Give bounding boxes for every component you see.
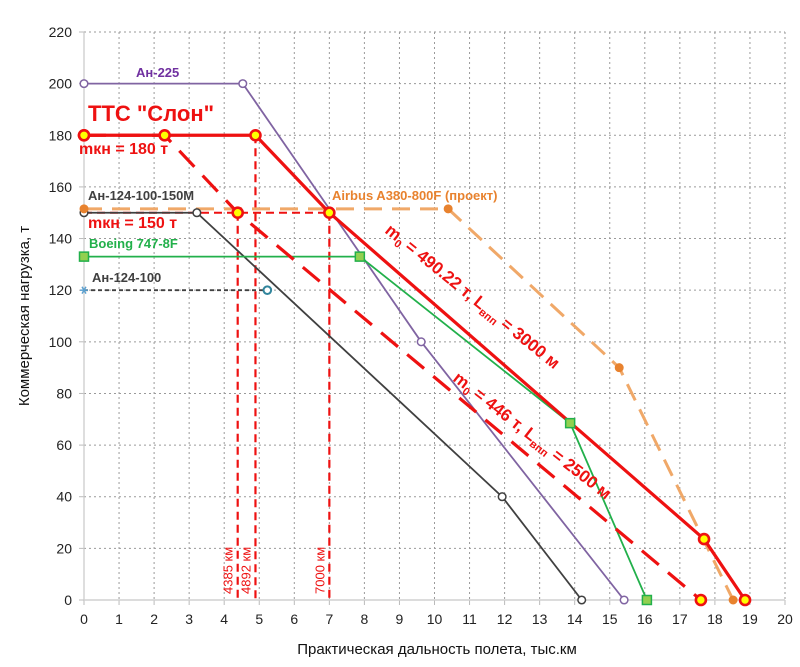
series-label-an225: Ан-225: [136, 65, 179, 80]
label-m0-490: m0 = 490.22 т, Lвпп = 3000 м: [380, 220, 564, 375]
data-point: [262, 285, 273, 295]
reference-label: 4385 км: [221, 547, 236, 594]
x-tick-label: 20: [777, 611, 793, 627]
data-point: [443, 204, 453, 214]
x-tick-label: 11: [462, 611, 477, 627]
y-tick-label: 200: [49, 76, 73, 92]
y-tick-label: 20: [56, 540, 72, 556]
x-tick-label: 1: [115, 611, 123, 627]
series-label-boeing: Boeing 747-8F: [89, 236, 178, 251]
x-tick-label: 12: [497, 611, 513, 627]
data-point: [231, 206, 244, 220]
series-line-3: [84, 255, 648, 601]
x-tick-label: 19: [742, 611, 758, 627]
x-tick-label: 6: [290, 611, 298, 627]
x-tick-label: 5: [255, 611, 263, 627]
data-point: [738, 593, 752, 607]
data-point: [354, 251, 366, 262]
data-point: [79, 79, 89, 89]
series-label-tts: ТТС "Слон": [88, 101, 214, 126]
y-tick-label: 180: [49, 127, 73, 143]
series-line-6: [84, 133, 702, 602]
series-label-airbus: Airbus A380-800F (проект): [332, 188, 497, 203]
x-tick-label: 14: [567, 611, 583, 627]
data-point: [697, 532, 711, 546]
asterisk-marker: [80, 286, 88, 294]
data-point: [77, 128, 91, 142]
data-point: [158, 128, 171, 142]
y-tick-label: 60: [56, 437, 72, 453]
x-tick-label: 4: [220, 611, 228, 627]
data-point: [323, 206, 336, 220]
mkn-150: mкн = 150 т: [88, 215, 177, 232]
y-tick-label: 140: [49, 231, 73, 247]
x-tick-label: 7: [325, 611, 333, 627]
data-point: [619, 595, 629, 605]
x-tick-label: 2: [150, 611, 158, 627]
data-point: [694, 593, 708, 607]
y-tick-label: 160: [49, 179, 73, 195]
x-tick-label: 3: [185, 611, 193, 627]
x-tick-label: 9: [396, 611, 404, 627]
series-label-an124-150m: Ан-124-100-150М: [88, 188, 194, 203]
axes: 0 1 2 3 4 5 6 7 8 9 10 11 12 13 14 15 16 17 18 19 2002040608…: [49, 24, 793, 627]
reference-label: 7000 км: [312, 547, 327, 594]
series-line-5: [84, 133, 747, 601]
x-tick-label: 17: [672, 611, 688, 627]
y-tick-label: 100: [49, 334, 73, 350]
y-tick-label: 0: [64, 592, 72, 608]
reference-label: 4892 км: [238, 547, 253, 594]
data-point: [79, 204, 89, 214]
x-tick-label: 10: [427, 611, 443, 627]
data-point: [192, 208, 202, 218]
x-tick-label: 18: [707, 611, 723, 627]
series-line-4: [84, 207, 735, 601]
data-point: [728, 595, 738, 605]
data-point: [249, 128, 262, 142]
data-point: [577, 595, 587, 605]
data-point: [497, 492, 507, 502]
data-point: [614, 363, 624, 373]
x-tick-label: 15: [602, 611, 618, 627]
reference-lines: 4385 км 4892 км 7000 км: [84, 135, 331, 600]
x-tick-label: 16: [637, 611, 653, 627]
x-tick-label: 13: [532, 611, 548, 627]
data-point: [641, 594, 653, 606]
series-markers: [77, 79, 752, 607]
x-tick-label: 0: [80, 611, 88, 627]
mkn-180: mкн = 180 т: [79, 141, 168, 158]
slope-label-part: = 490.22 т, L: [398, 234, 490, 314]
series-label-an124-100: Ан-124-100: [92, 270, 161, 285]
y-tick-label: 220: [49, 24, 73, 40]
y-tick-label: 40: [56, 489, 72, 505]
data-point: [238, 79, 248, 89]
series-line-1: [84, 211, 583, 601]
y-tick-label: 120: [49, 282, 73, 298]
data-point: [564, 417, 576, 429]
x-tick-label: 8: [361, 611, 369, 627]
annotations: Ан-225 ТТС "Слон" mкн = 180 т mкн = 150 т Ан…: [79, 65, 615, 503]
x-axis-title: Практическая дальность полета, тыс.км: [297, 641, 577, 658]
y-tick-label: 80: [56, 385, 72, 401]
y-axis-title: Коммерческая нагрузка, т: [16, 226, 33, 406]
data-point: [416, 337, 426, 347]
data-point: [78, 251, 90, 262]
